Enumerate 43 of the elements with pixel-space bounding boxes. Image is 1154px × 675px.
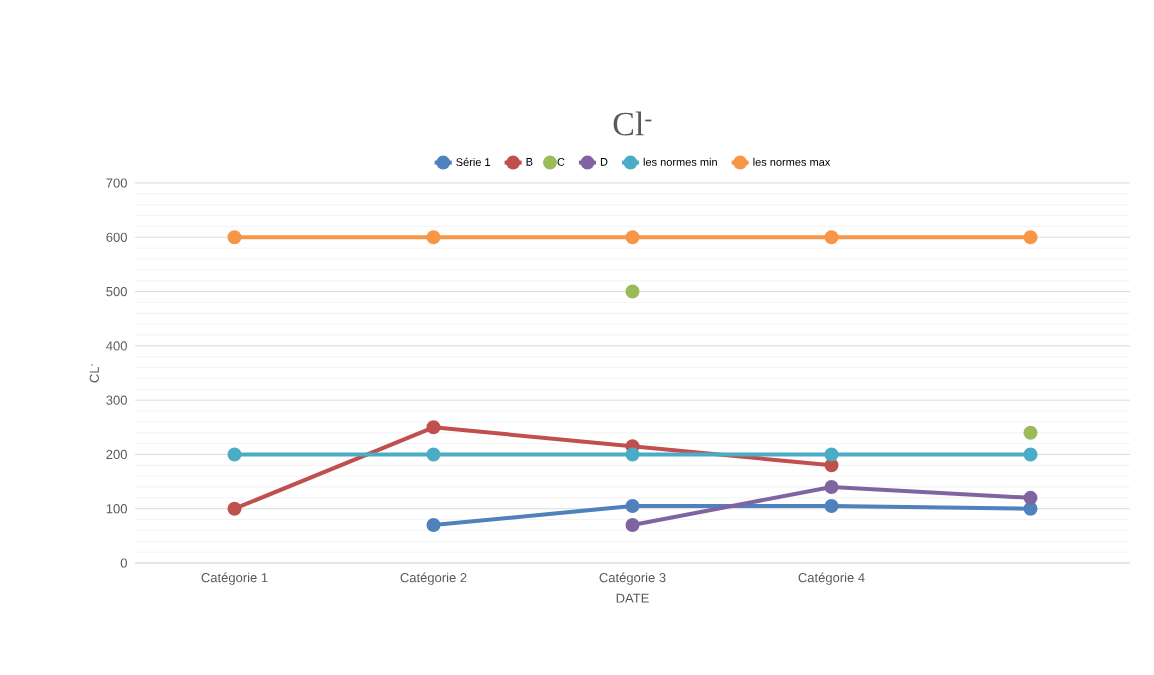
legend-label: D (600, 158, 608, 166)
point (1023, 230, 1038, 245)
legend-label: C (557, 158, 565, 166)
point (824, 458, 839, 473)
point (625, 499, 640, 513)
point (426, 518, 441, 532)
y-tick-label: 400 (106, 341, 127, 351)
chart-title: Cl$^{-}$ (613, 111, 652, 136)
point (227, 501, 242, 516)
point (625, 284, 640, 299)
y-tick-label: 700 (106, 178, 127, 188)
y-axis-title: CL$^{-}$ (89, 363, 99, 383)
point (824, 447, 839, 462)
legend-label: les normes max (753, 157, 831, 166)
point (1023, 490, 1038, 505)
x-tick-label: Catégorie 4 (798, 572, 865, 585)
point (824, 480, 839, 494)
point (426, 230, 441, 245)
point (426, 420, 441, 435)
x-tick-label: Catégorie 2 (400, 572, 467, 585)
y-tick-label: 100 (106, 504, 127, 514)
y-tick-label: 600 (106, 232, 127, 242)
x-tick-label: Catégorie 3 (599, 572, 666, 585)
point (426, 447, 441, 462)
point (625, 518, 640, 532)
y-tick-label: 300 (106, 395, 127, 405)
legend-label: Série 1 (456, 157, 491, 167)
legend-label: B (526, 158, 533, 166)
point (227, 230, 242, 245)
x-axis-title: DATE (616, 593, 649, 603)
point (1023, 501, 1038, 516)
legend-label: les normes min (643, 157, 717, 166)
y-tick-label: 0 (120, 558, 127, 568)
point (625, 447, 640, 462)
point (1023, 447, 1038, 462)
point (824, 499, 839, 513)
point (227, 447, 242, 462)
point (824, 230, 839, 245)
x-tick-label: Catégorie 1 (201, 572, 268, 585)
point (625, 230, 640, 245)
y-tick-label: 200 (106, 449, 127, 460)
y-tick-label: 500 (106, 286, 127, 297)
point (1023, 425, 1038, 440)
